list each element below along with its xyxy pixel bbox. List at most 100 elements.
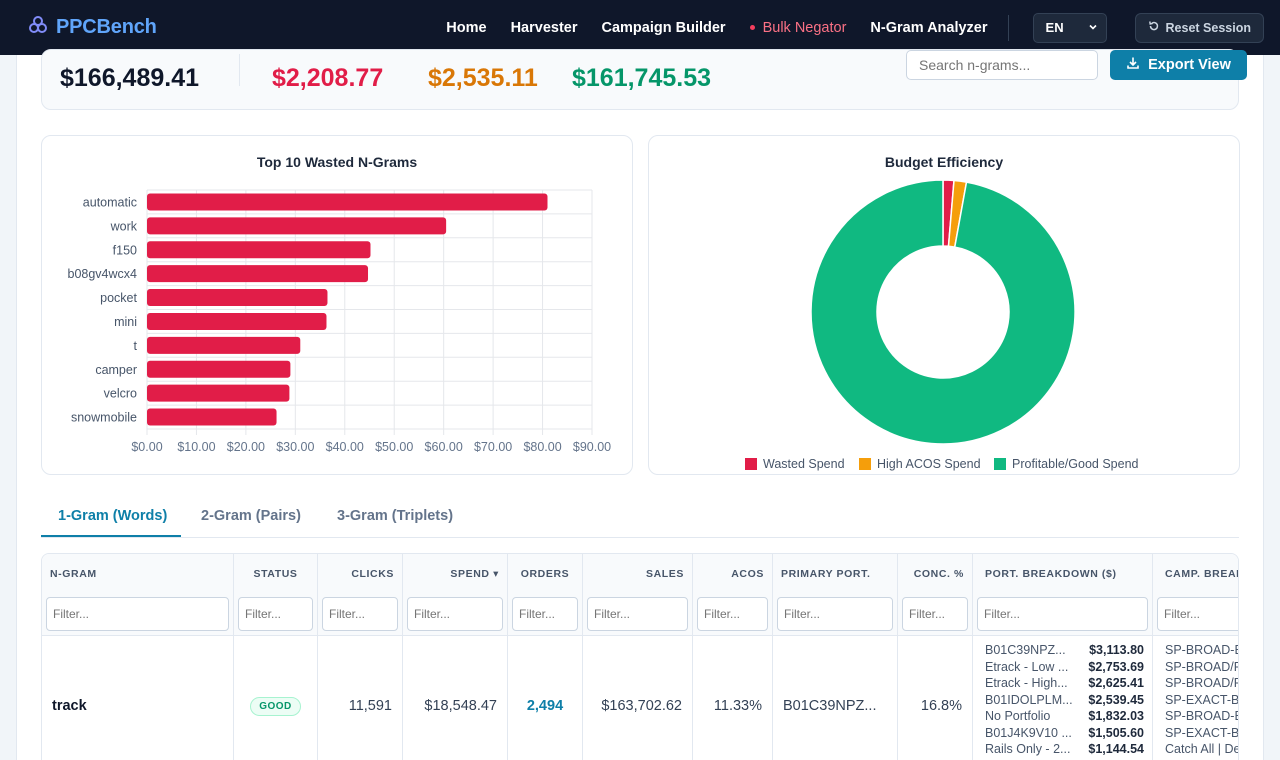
bar xyxy=(147,360,291,378)
legend-swatch xyxy=(859,458,871,470)
summary-divider xyxy=(239,54,240,86)
export-view-label: Export View xyxy=(1148,57,1231,73)
camp-breakdown-item: SP-EXACT-B xyxy=(1165,692,1239,707)
cell-conc: 16.8% xyxy=(898,636,973,760)
ngram-tabs: 1-Gram (Words) 2-Gram (Pairs) 3-Gram (Tr… xyxy=(41,502,1239,538)
col-sales[interactable]: SALES xyxy=(583,554,693,594)
filter-status[interactable] xyxy=(238,597,313,631)
bar xyxy=(147,241,371,259)
x-tick-label: $70.00 xyxy=(474,440,512,454)
cell-clicks: 11,591 xyxy=(318,636,403,760)
legend-label: Wasted Spend xyxy=(763,457,845,471)
x-tick-label: $80.00 xyxy=(523,440,561,454)
port-name: B01J4K9V10 ... xyxy=(985,725,1072,740)
col-status[interactable]: STATUS xyxy=(234,554,318,594)
language-select[interactable]: EN xyxy=(1032,12,1107,43)
nav-bulk-negator[interactable]: Bulk Negator xyxy=(749,19,847,36)
camp-breakdown-item: SP-EXACT-B xyxy=(1165,725,1239,740)
port-breakdown-item: Rails Only - 2... $1,144.54 xyxy=(985,741,1144,758)
reset-session-label: Reset Session xyxy=(1165,20,1251,35)
reset-session-button[interactable]: Reset Session xyxy=(1134,12,1264,43)
x-tick-label: $10.00 xyxy=(177,440,215,454)
brand[interactable]: PPCBench xyxy=(28,15,157,40)
y-tick-label: b08gv4wcx4 xyxy=(68,267,138,281)
status-badge: GOOD xyxy=(250,696,301,716)
col-orders[interactable]: ORDERS xyxy=(508,554,583,594)
nav-divider xyxy=(1007,14,1009,41)
donut-chart-title: Budget Efficiency xyxy=(884,154,1004,170)
port-value: $3,113.80 xyxy=(1089,643,1144,657)
legend-swatch xyxy=(745,458,757,470)
logo-icon xyxy=(28,15,48,40)
filter-clicks[interactable] xyxy=(322,597,398,631)
col-acos[interactable]: ACOS xyxy=(693,554,773,594)
bar xyxy=(147,289,328,307)
port-value: $1,832.03 xyxy=(1088,709,1144,723)
x-tick-label: $20.00 xyxy=(227,440,265,454)
nav-bulk-negator-label: Bulk Negator xyxy=(762,19,847,36)
donut-slice xyxy=(810,179,1076,445)
x-tick-label: $90.00 xyxy=(573,440,611,454)
x-tick-label: $0.00 xyxy=(131,440,162,454)
table-row[interactable]: track GOOD 11,591 $18,548.47 2,494 $163,… xyxy=(42,636,1239,760)
legend-swatch xyxy=(994,458,1006,470)
y-tick-label: pocket xyxy=(100,291,137,305)
filter-sales[interactable] xyxy=(587,597,688,631)
filter-camp-breakdown[interactable] xyxy=(1157,597,1238,631)
col-spend[interactable]: SPEND ▾ xyxy=(403,554,508,594)
bar xyxy=(147,217,447,235)
col-camp-breakdown[interactable]: CAMP. BREAK xyxy=(1153,554,1238,594)
port-breakdown-item: B01C39NPZ... $3,113.80 xyxy=(985,642,1144,659)
top-nav: PPCBench Home Harvester Campaign Builder… xyxy=(0,0,1280,55)
export-view-button[interactable]: Export View xyxy=(1110,50,1247,80)
col-clicks[interactable]: CLICKS xyxy=(318,554,403,594)
filter-ngram[interactable] xyxy=(46,597,229,631)
filter-conc[interactable] xyxy=(902,597,968,631)
wasted-spend-value: $2,208.77 xyxy=(272,64,384,92)
search-input[interactable] xyxy=(906,50,1098,80)
nav-home[interactable]: Home xyxy=(446,19,487,36)
filter-port-breakdown[interactable] xyxy=(977,597,1148,631)
filter-spend[interactable] xyxy=(407,597,503,631)
nav-campaign-builder[interactable]: Campaign Builder xyxy=(601,19,726,36)
filter-acos[interactable] xyxy=(697,597,768,631)
wasted-ngrams-card: Top 10 Wasted N-Grams $0.00 $10.00 $20.00 $… xyxy=(41,135,633,475)
port-value: $1,144.54 xyxy=(1088,742,1144,756)
nav-harvester[interactable]: Harvester xyxy=(510,19,578,36)
y-tick-label: mini xyxy=(114,315,137,329)
nav-ngram-analyzer[interactable]: N-Gram Analyzer xyxy=(870,19,988,36)
cell-status: GOOD xyxy=(234,636,318,760)
language-value: EN xyxy=(1045,20,1064,35)
camp-breakdown-item: SP-BROAD-B xyxy=(1165,643,1239,657)
tab-1-gram[interactable]: 1-Gram (Words) xyxy=(58,508,168,524)
bar xyxy=(147,408,277,426)
budget-efficiency-card: Budget Efficiency Wasted Spend High ACOS … xyxy=(648,135,1240,475)
download-icon xyxy=(1126,56,1140,74)
col-conc[interactable]: CONC. % xyxy=(898,554,973,594)
y-tick-label: work xyxy=(110,219,138,233)
port-name: No Portfolio xyxy=(985,709,1051,723)
legend-label: High ACOS Spend xyxy=(877,457,981,471)
tab-2-gram[interactable]: 2-Gram (Pairs) xyxy=(201,508,301,524)
summary-panel: $166,489.41 $2,208.77 $2,535.11 $161,745… xyxy=(41,49,1247,110)
port-name: B01IDOLPLM... xyxy=(985,692,1073,707)
active-tab-indicator xyxy=(41,535,181,537)
y-tick-label: camper xyxy=(95,363,137,377)
filter-row xyxy=(42,594,1238,636)
port-breakdown-item: No Portfolio $1,832.03 xyxy=(985,708,1144,725)
filter-orders[interactable] xyxy=(512,597,578,631)
cell-ngram: track xyxy=(42,636,234,760)
col-port-breakdown[interactable]: PORT. BREAKDOWN ($) xyxy=(973,554,1153,594)
bar-chart: $0.00 $10.00 $20.00 $30.00 $40.00 $50.00 $60.0… xyxy=(68,189,611,454)
port-name: Etrack - High... xyxy=(985,676,1068,690)
donut-chart: Wasted Spend High ACOS Spend Profitable/Go… xyxy=(745,179,1139,471)
col-primary-port[interactable]: PRIMARY PORT. xyxy=(773,554,898,594)
brand-name: PPCBench xyxy=(56,16,157,38)
bar xyxy=(147,384,290,402)
x-tick-label: $30.00 xyxy=(276,440,314,454)
x-tick-label: $40.00 xyxy=(326,440,364,454)
port-breakdown-item: Etrack - Low ... $2,753.69 xyxy=(985,659,1144,676)
tab-3-gram[interactable]: 3-Gram (Triplets) xyxy=(337,508,454,524)
filter-primary-port[interactable] xyxy=(777,597,893,631)
col-ngram[interactable]: N-GRAM xyxy=(42,554,234,594)
